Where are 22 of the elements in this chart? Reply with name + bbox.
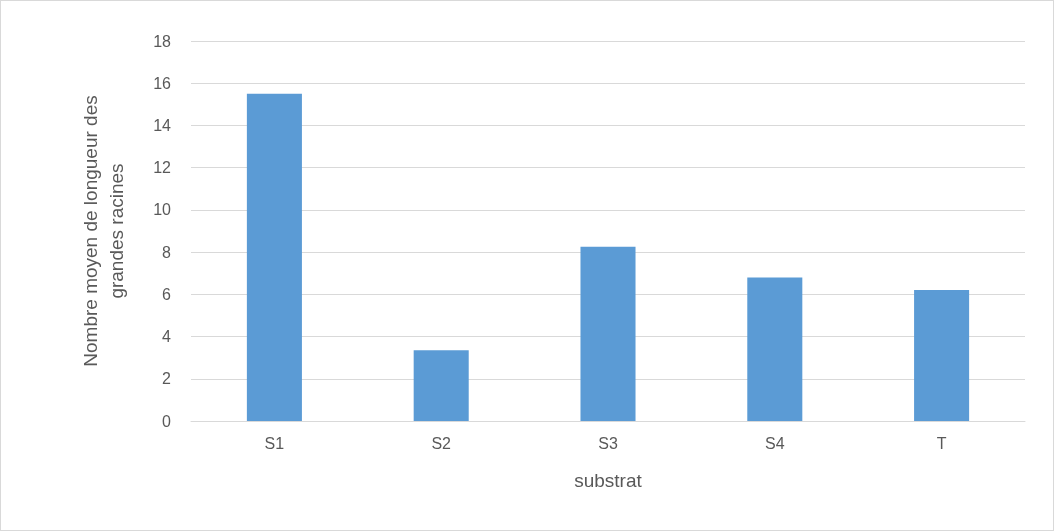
- y-tick-label: 8: [162, 243, 172, 261]
- bar: [413, 350, 469, 421]
- y-axis-title: Nombre moyen de longueur des grandes racines: [79, 95, 127, 367]
- y-tick-label: 18: [153, 32, 172, 50]
- y-tick-label: 10: [153, 201, 172, 219]
- x-tick-label: S3: [598, 434, 618, 452]
- y-tick-label: 16: [153, 74, 172, 92]
- bar: [580, 246, 636, 421]
- y-tick-label: 14: [153, 116, 172, 134]
- y-tick-label: 0: [162, 412, 172, 430]
- y-tick-label: 12: [153, 159, 172, 177]
- x-tick-label: T: [936, 434, 947, 452]
- x-tick-label: S4: [765, 434, 785, 452]
- y-tick-label: 2: [162, 370, 172, 388]
- y-tick-label: 6: [162, 285, 172, 303]
- bar: [914, 290, 970, 421]
- x-tick-label: S1: [264, 434, 285, 452]
- bar: [246, 93, 302, 421]
- y-tick-label: 4: [162, 328, 172, 346]
- bar: [747, 277, 803, 421]
- x-axis-title: substrat: [574, 470, 643, 491]
- x-tick-label: S2: [431, 434, 452, 452]
